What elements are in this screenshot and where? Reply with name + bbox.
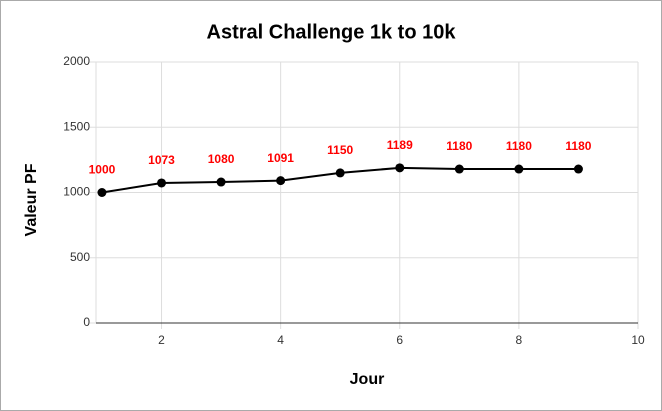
data-point: [573, 164, 583, 174]
data-point: [454, 164, 464, 174]
chart-title: Astral Challenge 1k to 10k: [207, 21, 457, 43]
y-tick-label: 0: [83, 315, 90, 329]
data-point: [157, 178, 167, 188]
x-axis-label: Jour: [350, 371, 385, 388]
data-label: 1091: [267, 151, 294, 165]
y-tick-label: 2000: [63, 54, 90, 68]
x-tick-label: 6: [396, 333, 403, 347]
x-tick-label: 10: [631, 333, 645, 347]
data-point: [216, 177, 226, 187]
data-label: 1000: [89, 163, 116, 177]
x-tick-label: 4: [277, 333, 284, 347]
data-point: [335, 168, 345, 178]
y-tick-label: 1500: [63, 119, 90, 133]
x-tick-label: 8: [516, 333, 523, 347]
data-label: 1180: [506, 139, 532, 153]
data-point: [97, 188, 107, 197]
y-tick-label: 500: [70, 250, 90, 264]
y-tick-label: 1000: [63, 185, 90, 199]
x-tick-label: 2: [158, 333, 165, 347]
data-label: 1180: [565, 139, 591, 153]
data-point: [395, 163, 405, 173]
data-point: [276, 176, 286, 186]
data-label: 1073: [148, 153, 175, 167]
data-point: [514, 164, 524, 174]
data-label: 1150: [327, 143, 353, 157]
data-label: 1080: [208, 152, 235, 166]
data-label: 1189: [387, 138, 413, 152]
y-axis-label: Valeur PF: [23, 163, 40, 236]
data-label: 1180: [446, 139, 472, 153]
